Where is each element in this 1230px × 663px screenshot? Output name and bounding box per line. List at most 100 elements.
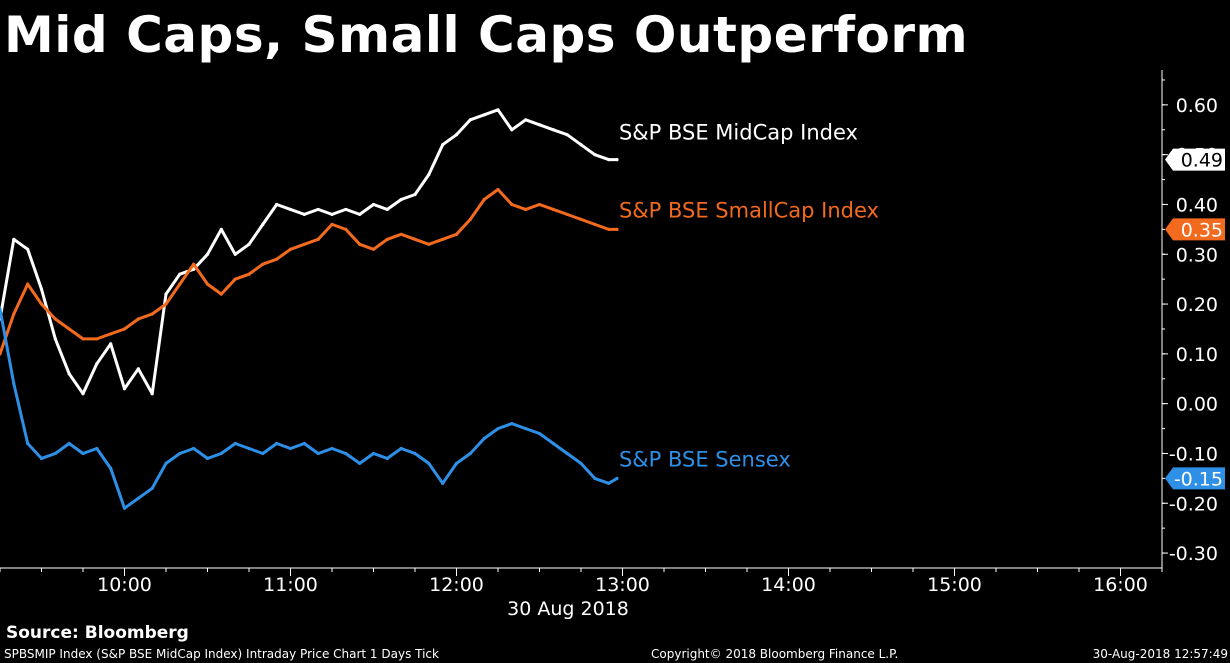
y-tick-label: 0.10 — [1176, 344, 1218, 366]
data-point — [454, 232, 459, 236]
data-point — [579, 217, 583, 221]
data-point — [233, 252, 237, 256]
data-point — [441, 237, 445, 241]
data-point — [205, 456, 210, 461]
series-label: S&P BSE Sensex — [619, 447, 791, 471]
last-value-badge — [1165, 218, 1225, 241]
data-point — [109, 332, 113, 336]
chart-title: Mid Caps, Small Caps Outperform — [4, 6, 969, 64]
data-point — [316, 451, 320, 456]
data-point — [150, 486, 154, 490]
data-point — [593, 153, 597, 157]
data-point — [399, 446, 403, 451]
data-point — [95, 337, 99, 341]
data-point — [371, 247, 376, 251]
footer-description: SPBSMIP Index (S&P BSE MidCap Index) Int… — [4, 647, 439, 661]
data-point — [12, 237, 16, 241]
data-point — [288, 446, 293, 451]
data-point — [122, 387, 127, 391]
data-point — [178, 282, 182, 286]
data-point — [496, 426, 500, 431]
data-point — [468, 451, 472, 456]
data-point — [261, 451, 265, 456]
y-tick-label: 0.60 — [1176, 95, 1218, 117]
data-point — [95, 446, 99, 451]
series-label: S&P BSE MidCap Index — [619, 121, 858, 145]
data-point — [385, 237, 389, 241]
x-tick-label: 16:00 — [1093, 574, 1148, 596]
data-point — [593, 222, 597, 226]
data-point — [551, 128, 555, 132]
y-tick-label: -0.30 — [1169, 543, 1218, 565]
data-point — [39, 456, 44, 461]
data-point — [427, 461, 431, 466]
data-point — [109, 466, 113, 470]
data-point — [81, 337, 85, 341]
x-tick-label: 15:00 — [927, 574, 982, 596]
data-point — [344, 451, 348, 456]
x-tick-label: 14:00 — [761, 574, 816, 596]
data-point — [551, 441, 555, 446]
data-point — [330, 446, 334, 451]
data-point — [330, 222, 334, 226]
data-point — [53, 337, 57, 341]
data-point — [385, 207, 389, 212]
data-point — [496, 108, 500, 112]
data-point — [524, 118, 528, 122]
data-point — [53, 317, 57, 321]
data-point — [67, 372, 71, 376]
footer-copyright: Copyright© 2018 Bloomberg Finance L.P. — [651, 647, 899, 661]
data-point — [136, 496, 140, 500]
data-point — [358, 212, 362, 217]
series-label: S&P BSE SmallCap Index — [619, 198, 879, 222]
last-value-badge — [1165, 148, 1225, 171]
data-point — [233, 277, 237, 281]
data-point — [12, 312, 16, 316]
x-tick-label: 13:00 — [595, 574, 650, 596]
data-point — [607, 481, 611, 485]
data-point — [0, 307, 2, 311]
data-point — [358, 242, 362, 246]
data-point — [551, 207, 555, 212]
data-point — [178, 272, 182, 276]
data-point — [302, 441, 306, 446]
data-point — [607, 227, 611, 231]
data-point — [565, 212, 569, 217]
data-point — [26, 247, 30, 251]
data-point — [67, 327, 71, 331]
data-point — [302, 242, 306, 246]
data-point — [330, 212, 334, 217]
data-point — [53, 451, 57, 456]
data-point — [413, 237, 417, 241]
data-point — [12, 382, 16, 386]
data-point — [454, 461, 459, 466]
data-point — [579, 461, 583, 466]
data-point — [344, 227, 348, 231]
data-point — [275, 441, 279, 446]
data-point — [192, 446, 196, 451]
data-point — [441, 481, 445, 485]
data-point — [537, 123, 542, 127]
data-point — [537, 431, 542, 436]
data-point — [39, 287, 44, 291]
y-tick-label: 0.30 — [1176, 244, 1218, 266]
footer-timestamp: 30-Aug-2018 12:57:49 — [1092, 647, 1228, 661]
data-point — [81, 392, 85, 396]
data-point — [205, 252, 210, 256]
data-point — [261, 222, 265, 226]
data-point — [593, 476, 597, 480]
data-point — [427, 242, 431, 246]
data-point — [219, 292, 223, 296]
data-point — [219, 451, 223, 456]
data-point — [247, 242, 251, 246]
last-value-badge — [1165, 467, 1225, 490]
data-point — [537, 202, 542, 207]
data-point — [510, 128, 514, 132]
data-point — [579, 143, 583, 147]
data-point — [413, 451, 417, 456]
data-point — [524, 426, 528, 431]
x-tick-label: 10:00 — [97, 574, 152, 596]
data-point — [468, 118, 472, 122]
data-point — [399, 232, 403, 236]
data-point — [205, 282, 210, 286]
